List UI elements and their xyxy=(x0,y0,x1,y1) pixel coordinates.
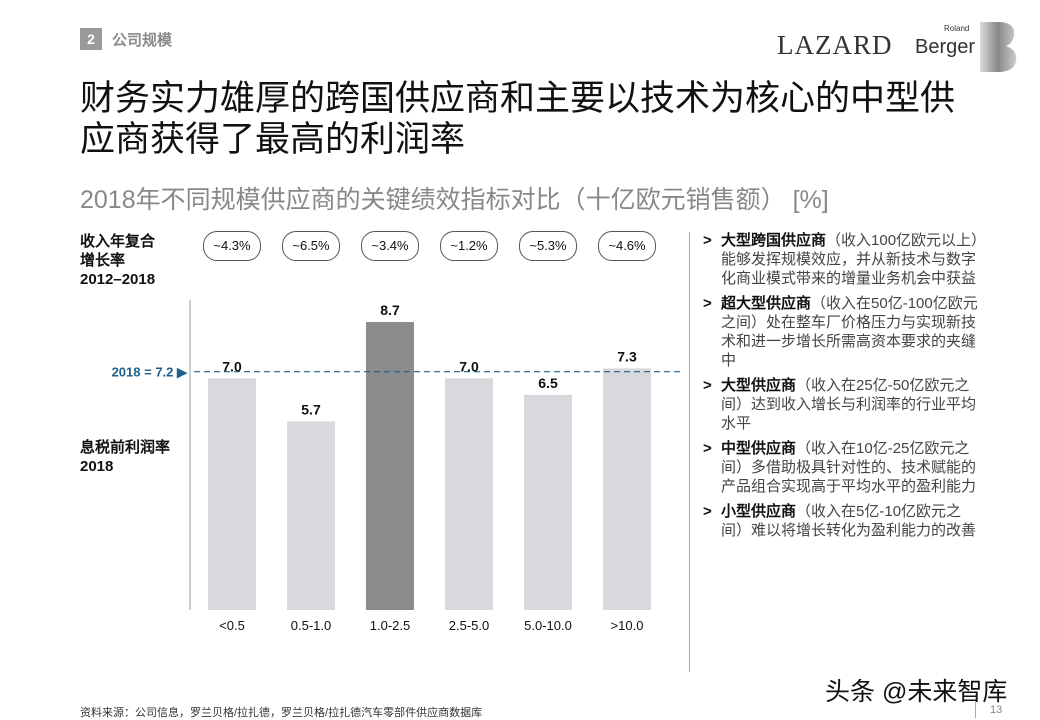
bullet-heading: 小型供应商 xyxy=(721,503,797,520)
bullet-text: （收入100亿欧元以上）能够发挥规模效应，并从新技术与数字化商业模式带来的增量业… xyxy=(721,232,979,287)
bullet-text: （收入在50亿-100亿欧元之间）处在整车厂价格压力与实现新技术和进一步增长所需… xyxy=(721,295,978,369)
bar-chart: 7.0 <0.5 5.7 0.5-1.0 8.7 1.0-2.5 7.0 2.5-5.0 6.5… xyxy=(112,300,682,633)
bullet-heading: 超大型供应商 xyxy=(721,295,812,312)
x-tick-label: 0.5-1.0 xyxy=(291,618,331,633)
bullet-arrow-icon: > xyxy=(703,503,712,520)
section-name: 公司规模 xyxy=(112,32,173,49)
cagr-pill: ~4.3% xyxy=(203,231,261,261)
bullet-arrow-icon: > xyxy=(703,295,712,312)
section-number: 2 xyxy=(80,28,102,50)
bullet-item: > 超大型供应商（收入在50亿-100亿欧元之间）处在整车厂价格压力与实现新技术和… xyxy=(703,294,983,370)
page-number-divider xyxy=(975,702,976,718)
bullet-item: > 大型跨国供应商（收入100亿欧元以上）能够发挥规模效应，并从新技术与数字化商业… xyxy=(703,231,983,288)
bullet-text: （收入在25亿-50亿欧元之间）达到收入增长与利润率的行业平均水平 xyxy=(721,377,977,432)
page-number: 13 xyxy=(990,704,1003,716)
page-title: 财务实力雄厚的跨国供应商和主要以技术为核心的中型供应商获得了最高的利润率 xyxy=(80,79,956,159)
cagr-pill: ~6.5% xyxy=(282,231,340,261)
source-note: 资料来源：公司信息，罗兰贝格/拉扎德，罗兰贝格/拉扎德汽车零部件供应商数据库 xyxy=(80,707,483,719)
data-label: 7.3 xyxy=(617,348,637,364)
bar xyxy=(366,322,414,610)
ebit-label-line: 息税前利润率 xyxy=(80,439,171,456)
bullet-arrow-icon: > xyxy=(703,440,712,457)
bar xyxy=(524,394,572,610)
roland-berger-b-logo-icon xyxy=(980,22,1017,72)
x-tick-label: 2.5-5.0 xyxy=(449,618,489,633)
data-label: 5.7 xyxy=(301,401,321,417)
cagr-pill: ~5.3% xyxy=(519,231,577,261)
bullet-heading: 中型供应商 xyxy=(721,440,797,457)
bar xyxy=(603,368,651,610)
chart-subtitle: 2018年不同规模供应商的关键绩效指标对比（十亿欧元销售额） [%] xyxy=(80,186,829,214)
bullet-item: > 大型供应商（收入在25亿-50亿欧元之间）达到收入增长与利润率的行业平均水平 xyxy=(703,376,983,433)
bullet-text: （收入在5亿-10亿欧元之间）难以将增长转化为盈利能力的改善 xyxy=(721,503,977,539)
x-tick-label: 5.0-10.0 xyxy=(524,618,572,633)
berger-logo-text: Berger xyxy=(915,36,976,58)
bullet-item: > 小型供应商（收入在5亿-10亿欧元之间）难以将增长转化为盈利能力的改善 xyxy=(703,502,983,540)
bullet-heading: 大型跨国供应商 xyxy=(721,232,827,249)
data-label: 7.0 xyxy=(459,358,479,374)
x-tick-label: 1.0-2.5 xyxy=(370,618,410,633)
cagr-label-line: 收入年复合 xyxy=(80,233,156,250)
cagr-pill: ~1.2% xyxy=(440,231,498,261)
data-label: 7.0 xyxy=(222,358,242,374)
bar xyxy=(445,378,493,610)
data-label: 6.5 xyxy=(538,375,558,391)
x-tick-label: <0.5 xyxy=(219,618,245,633)
bullet-arrow-icon: > xyxy=(703,377,712,394)
cagr-label: 收入年复合 增长率 2012–2018 xyxy=(80,232,155,289)
roland-logo-text: Roland xyxy=(944,24,970,33)
bullet-arrow-icon: > xyxy=(703,232,712,249)
ebit-label-line: 2018 xyxy=(80,458,114,475)
bar xyxy=(208,378,256,610)
cagr-label-line: 2012–2018 xyxy=(80,271,156,288)
cagr-pill: ~4.6% xyxy=(598,231,656,261)
reference-label: 2018 = 7.2 ▶ xyxy=(112,365,188,380)
bullet-heading: 大型供应商 xyxy=(721,377,797,394)
data-label: 8.7 xyxy=(380,302,400,318)
bullet-item: > 中型供应商（收入在10亿-25亿欧元之间）多借助极具针对性的、技术赋能的产品组… xyxy=(703,439,983,496)
divider xyxy=(689,232,690,672)
watermark: 头条 @未来智库 xyxy=(825,678,1008,706)
x-tick-label: >10.0 xyxy=(611,618,644,633)
bullet-list: > 大型跨国供应商（收入100亿欧元以上）能够发挥规模效应，并从新技术与数字化商业… xyxy=(703,231,983,546)
bar xyxy=(287,421,335,610)
lazard-logo: LAZARD xyxy=(777,30,893,60)
ebit-margin-label: 息税前利润率 2018 xyxy=(80,438,170,476)
bullet-text: （收入在10亿-25亿欧元之间）多借助极具针对性的、技术赋能的产品组合实现高于平… xyxy=(721,440,977,495)
cagr-pill: ~3.4% xyxy=(361,231,419,261)
cagr-label-line: 增长率 xyxy=(80,252,126,269)
